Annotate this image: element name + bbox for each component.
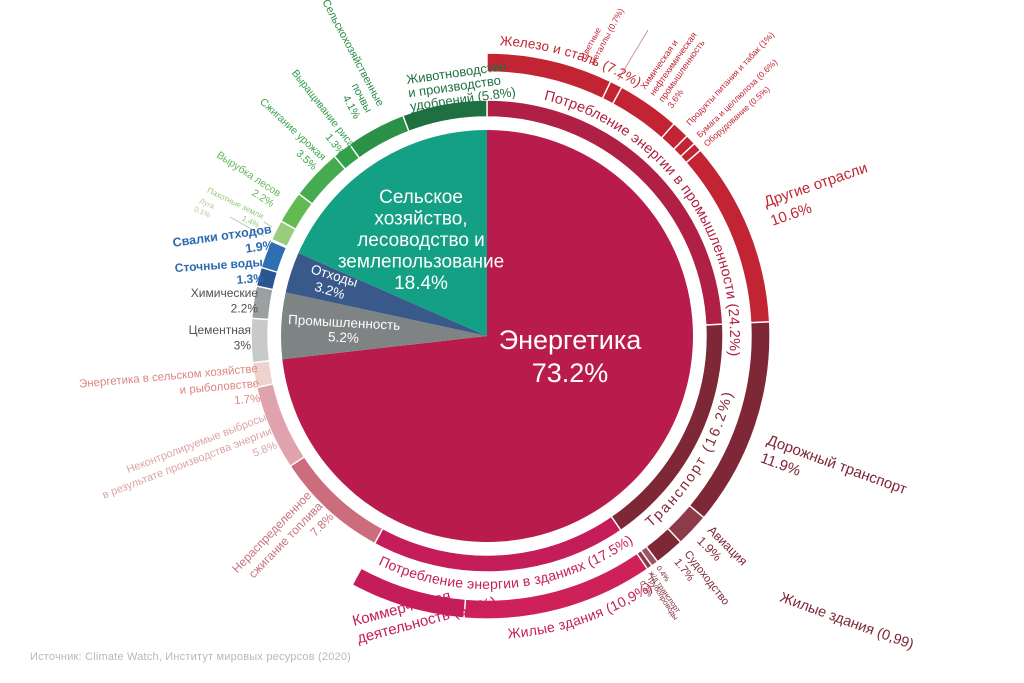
segment-r2-commercial xyxy=(351,567,467,619)
label-zhilye099: Жилые здания (0,99) xyxy=(778,590,916,653)
segment-r1-cement xyxy=(250,317,271,364)
label-dorozhny: Дорожный транспорт11.9% xyxy=(758,432,909,516)
label-fugitive-l: Неконтролируемые выбросыв результате про… xyxy=(95,412,279,516)
leader-line-0 xyxy=(617,29,649,81)
label-tsementnaya: Цементная 3% xyxy=(189,323,252,353)
slice-industry xyxy=(281,292,487,360)
label-stochnye: Сточные воды1.3% xyxy=(174,255,264,291)
label-energy-agri-l: Энергетика в сельском хозяйствеи рыболов… xyxy=(79,363,261,420)
leader-line-2 xyxy=(263,221,273,228)
segment-r1-livestock xyxy=(401,99,488,133)
label-luga: Луга0.1% xyxy=(193,196,217,220)
source-caption: Источник: Climate Watch, Институт мировы… xyxy=(30,651,352,663)
center-label-agri-center: Сельское хозяйство, лесоводство и землеполь… xyxy=(338,187,504,294)
label-vyrubka: Вырубка лесов2.2% xyxy=(207,149,283,210)
label-unallocated-l: Нераспределенноесжигание топлива7.8% xyxy=(229,488,336,597)
leader-line-1 xyxy=(229,216,265,237)
label-khimicheskie: Химические 2.2% xyxy=(191,286,259,316)
slice-energy xyxy=(282,130,693,542)
center-label-industry-center: Промышленность5.2% xyxy=(287,312,401,348)
slice-agriculture xyxy=(298,130,487,336)
slice-waste xyxy=(285,253,487,336)
label-drugie: Другие отрасли10.6% xyxy=(762,159,877,229)
center-label-energy-center: Энергетика 73.2% xyxy=(499,325,643,388)
label-pochvy: Сельскохозяйственныепочвы4.1% xyxy=(295,0,386,121)
